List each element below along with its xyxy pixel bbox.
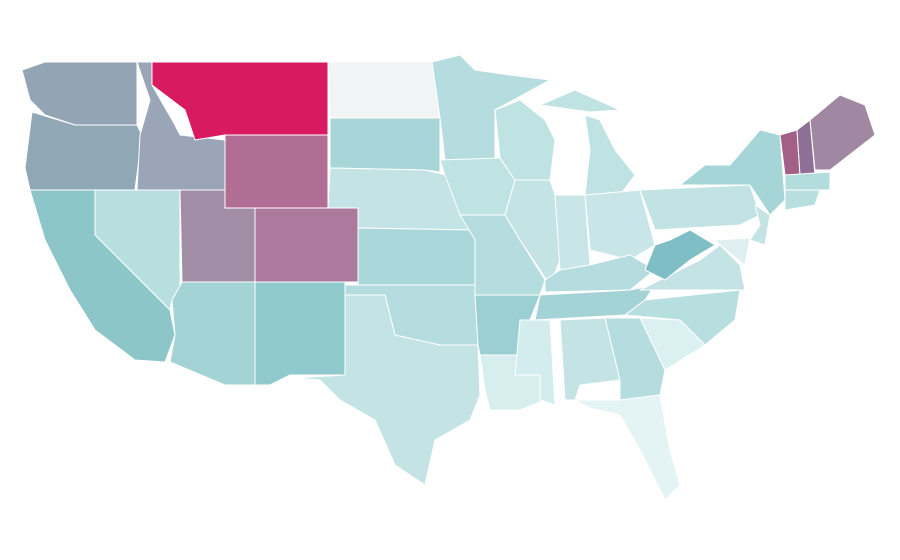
state-region (494, 99, 556, 181)
state-region (554, 194, 591, 271)
state-region (29, 189, 176, 363)
state-region (504, 179, 561, 286)
state-region (224, 134, 329, 209)
state-region (584, 114, 636, 196)
state-region (254, 207, 359, 283)
state-region (431, 54, 551, 161)
state-region (749, 204, 771, 246)
state-region (151, 61, 329, 141)
state-region (294, 294, 481, 486)
state-region (514, 319, 556, 406)
state-region (327, 61, 441, 119)
state-region (644, 229, 716, 281)
state-region (544, 254, 656, 293)
state-region (574, 394, 681, 501)
state-region (169, 281, 256, 386)
state-region (539, 89, 621, 113)
state-region (584, 189, 656, 261)
state-region (254, 281, 346, 386)
state-region (329, 117, 441, 173)
state-region (784, 189, 821, 211)
state-region (357, 227, 476, 286)
state-region (639, 184, 761, 231)
state-region (714, 237, 751, 266)
state-region (809, 94, 876, 171)
state-region (624, 289, 741, 346)
state-region (784, 171, 831, 191)
